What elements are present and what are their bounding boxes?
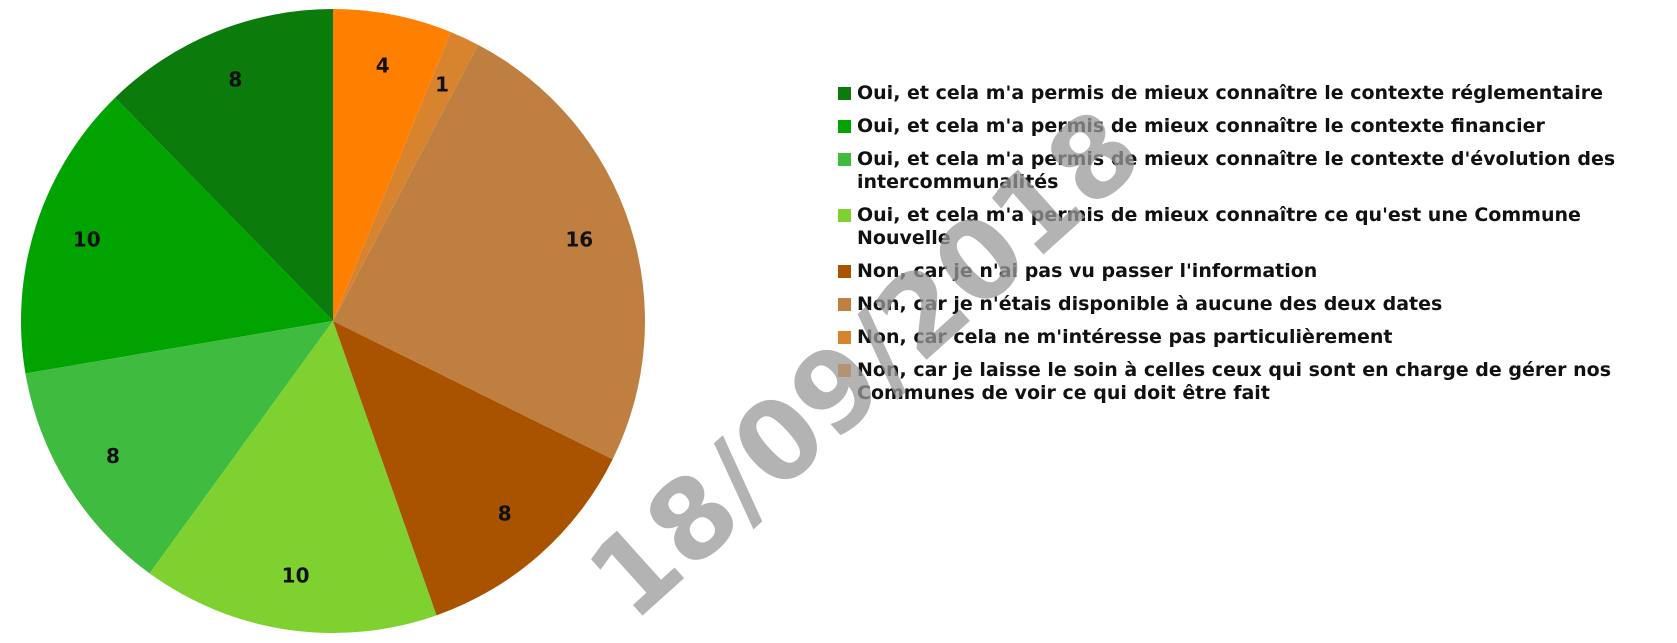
data-label: 10 (73, 227, 101, 251)
pie-slice (149, 321, 437, 634)
legend-item: Non, car cela ne m'intéresse pas particu… (838, 326, 1638, 349)
legend-swatch (838, 87, 851, 100)
data-label: 4 (376, 53, 390, 77)
legend-label: Non, car je n'ai pas vu passer l'informa… (857, 260, 1318, 282)
data-label: 1 (435, 73, 449, 97)
legend-label: Oui, et cela m'a permis de mieux connaît… (857, 204, 1581, 249)
legend-label: Non, car cela ne m'intéresse pas particu… (857, 326, 1393, 348)
legend-swatch (838, 120, 851, 133)
legend-item: Non, car je n'ai pas vu passer l'informa… (838, 260, 1638, 283)
pie-slice (20, 97, 333, 374)
pie-slice (333, 9, 451, 321)
legend-label: Oui, et cela m'a permis de mieux connaît… (857, 82, 1604, 104)
legend-item: Non, car je laisse le soin à celles ceux… (838, 359, 1638, 405)
legend-item: Oui, et cela m'a permis de mieux connaît… (838, 82, 1638, 105)
data-label: 8 (498, 501, 512, 525)
legend-label: Oui, et cela m'a permis de mieux connaît… (857, 115, 1545, 137)
legend: Oui, et cela m'a permis de mieux connaît… (838, 82, 1638, 415)
data-label: 10 (282, 564, 310, 588)
pie-slice (333, 44, 645, 460)
legend-item: Non, car je n'étais disponible à aucune … (838, 293, 1638, 316)
legend-label: Non, car je laisse le soin à celles ceux… (857, 359, 1612, 404)
legend-swatch (838, 298, 851, 311)
pie-slice (333, 321, 613, 616)
legend-swatch (838, 331, 851, 344)
pie-slice (25, 321, 334, 574)
data-label: 8 (228, 68, 242, 92)
legend-item: Oui, et cela m'a permis de mieux connaît… (838, 115, 1638, 138)
pie-chart: 8 10 8 10 8 16 1 4 (20, 9, 645, 634)
legend-item: Oui, et cela m'a permis de mieux connaît… (838, 148, 1638, 194)
pie-slice (115, 9, 333, 321)
legend-swatch (838, 209, 851, 222)
data-label: 16 (565, 227, 593, 251)
legend-swatch (838, 153, 851, 166)
legend-label: Oui, et cela m'a permis de mieux connaît… (857, 148, 1616, 193)
legend-swatch (838, 265, 851, 278)
legend-item: Oui, et cela m'a permis de mieux connaît… (838, 204, 1638, 250)
legend-swatch (838, 364, 851, 377)
data-label: 8 (106, 444, 120, 468)
pie-slice (333, 32, 478, 321)
legend-label: Non, car je n'étais disponible à aucune … (857, 293, 1443, 315)
